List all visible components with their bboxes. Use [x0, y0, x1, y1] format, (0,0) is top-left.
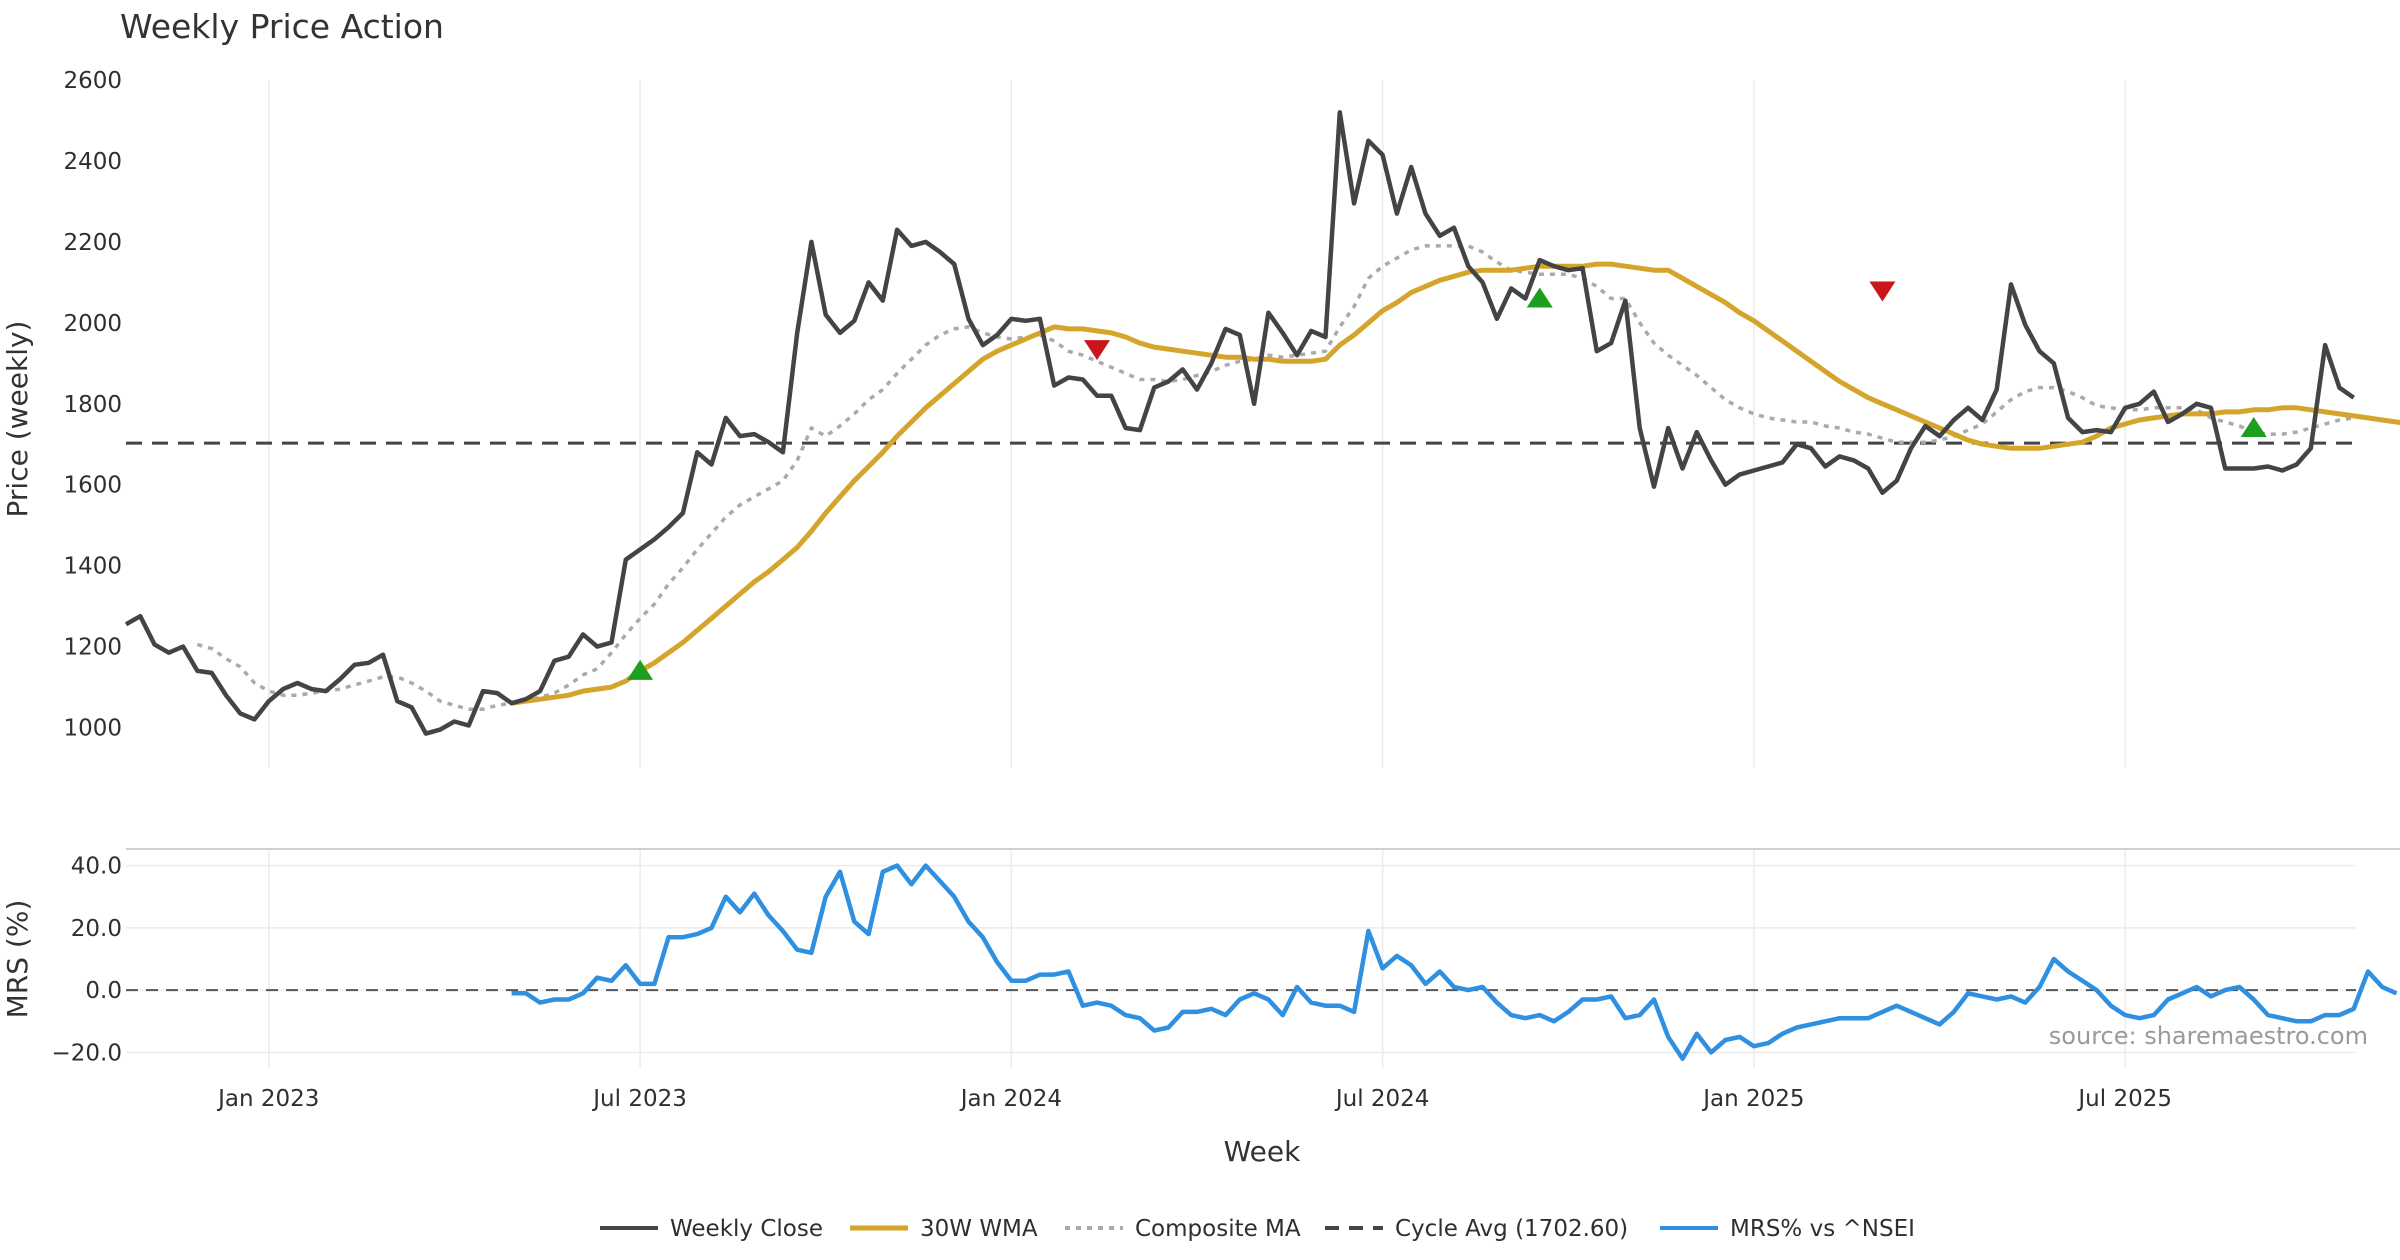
mrs-y-ticks: −20.0 0.0 20.0 40.0 [52, 854, 122, 1067]
price-y-ticks: 1000 1200 1400 1600 1800 2000 2200 2400 2600 [63, 68, 122, 742]
signal-markers [627, 281, 2267, 680]
x-tick-label: Jul 2025 [2076, 1086, 2172, 1112]
sell-signal-marker [1084, 340, 1111, 361]
composite-ma-line [196, 244, 2354, 712]
wma-30-line [511, 261, 2400, 706]
price-y-tick-label: 1200 [63, 635, 122, 661]
weekly-close-line [124, 110, 2355, 736]
legend-label: Composite MA [1135, 1216, 1301, 1242]
mrs-y-tick-label: 0.0 [85, 978, 122, 1004]
x-tick-label: Jan 2024 [959, 1086, 1062, 1112]
price-y-axis-label: Price (weekly) [1, 321, 34, 518]
price-y-tick-label: 1800 [63, 392, 122, 418]
price-grid [268, 80, 2126, 768]
mrs-y-tick-label: 20.0 [71, 916, 122, 942]
price-y-tick-label: 2000 [63, 311, 122, 337]
legend-label: Cycle Avg (1702.60) [1395, 1216, 1628, 1242]
mrs-y-tick-label: −20.0 [52, 1040, 122, 1066]
sell-signal-marker [1869, 281, 1896, 302]
x-tick-label: Jul 2024 [1334, 1086, 1430, 1112]
source-label: source: sharemaestro.com [2049, 1022, 2368, 1050]
x-tick-label: Jan 2025 [1701, 1086, 1804, 1112]
price-y-tick-label: 1600 [63, 473, 122, 499]
price-y-tick-label: 2600 [63, 68, 122, 94]
x-tick-label: Jan 2023 [216, 1086, 319, 1112]
legend-label: MRS% vs ^NSEI [1730, 1216, 1915, 1242]
price-y-tick-label: 1000 [63, 716, 122, 742]
mrs-panel: −20.0 0.0 20.0 40.0 MRS (%) source: sharema… [1, 850, 2398, 1068]
mrs-grid [126, 850, 2356, 1068]
buy-signal-marker [1526, 287, 1553, 308]
mrs-line [511, 863, 2398, 1061]
mrs-y-axis-label: MRS (%) [1, 900, 34, 1019]
price-y-tick-label: 2400 [63, 149, 122, 175]
price-y-tick-label: 1400 [63, 554, 122, 580]
legend: Weekly Close 30W WMA Composite MA Cycle Avg… [600, 1216, 1915, 1242]
price-y-tick-label: 2200 [63, 230, 122, 256]
x-tick-label: Jul 2023 [591, 1086, 687, 1112]
legend-label: 30W WMA [920, 1216, 1038, 1242]
legend-label: Weekly Close [670, 1216, 823, 1242]
buy-signal-marker [2240, 417, 2267, 438]
x-axis-label: Week [1224, 1135, 1301, 1168]
x-axis-ticks: Jan 2023 Jul 2023 Jan 2024 Jul 2024 Jan 2025… [216, 1086, 2172, 1112]
mrs-y-tick-label: 40.0 [71, 854, 122, 880]
buy-signal-marker [627, 659, 654, 680]
price-panel: 1000 1200 1400 1600 1800 2000 2200 2400 2600 Pri… [1, 68, 2400, 768]
chart-title: Weekly Price Action [120, 7, 444, 46]
